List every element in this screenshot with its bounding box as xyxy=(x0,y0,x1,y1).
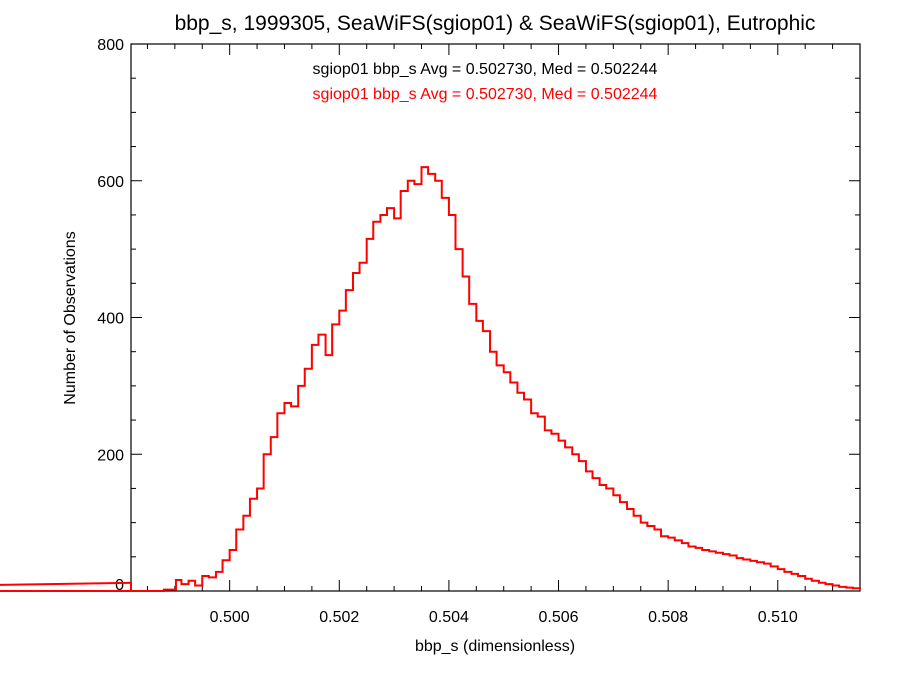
y-axis-label: Number of Observations xyxy=(62,231,79,404)
y-axis-ticks: 0 200 400 600 800 xyxy=(97,37,860,594)
y-tick-label: 0 xyxy=(115,577,124,594)
x-tick-label: 0.500 xyxy=(210,609,250,626)
stats-annotation-red: sgiop01 bbp_s Avg = 0.502730, Med = 0.50… xyxy=(313,86,658,103)
x-tick-label: 0.504 xyxy=(429,609,469,626)
stats-annotation-black: sgiop01 bbp_s Avg = 0.502730, Med = 0.50… xyxy=(313,61,658,78)
x-tick-label: 0.506 xyxy=(539,609,579,626)
y-tick-label: 800 xyxy=(97,37,124,54)
histogram-step-line xyxy=(0,166,861,592)
y-tick-label: 400 xyxy=(97,311,124,328)
histogram-series xyxy=(0,166,861,592)
x-tick-label: 0.510 xyxy=(758,609,798,626)
x-axis-ticks: 0.500 0.502 0.504 0.506 0.508 0.510 xyxy=(146,44,861,626)
x-axis-label: bbp_s (dimensionless) xyxy=(415,638,575,655)
x-tick-label: 0.502 xyxy=(319,609,359,626)
chart-title: bbp_s, 1999305, SeaWiFS(sgiop01) & SeaWi… xyxy=(175,12,816,35)
y-tick-label: 600 xyxy=(97,174,124,191)
y-tick-label: 200 xyxy=(97,447,124,464)
plot-frame xyxy=(130,43,861,592)
x-tick-label: 0.508 xyxy=(648,609,688,626)
